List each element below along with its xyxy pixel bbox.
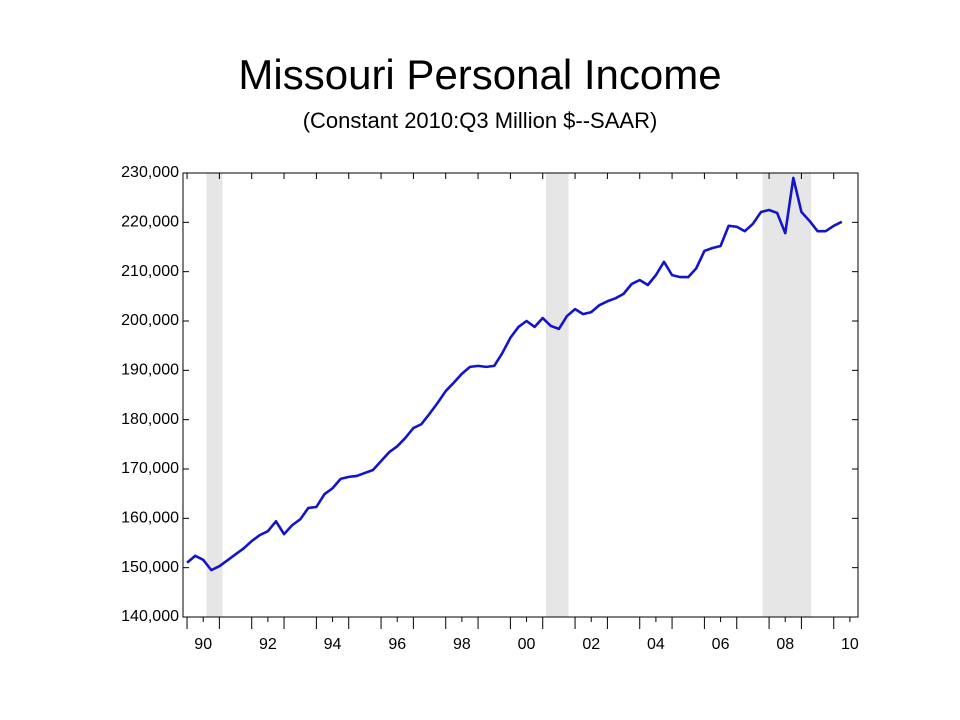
y-tick-label: 230,000	[121, 164, 179, 181]
recession-band	[545, 173, 569, 617]
x-tick-label: 96	[388, 636, 406, 653]
x-tick-label: 98	[453, 636, 471, 653]
y-tick-label: 200,000	[121, 312, 179, 329]
x-tick-label: 08	[776, 636, 794, 653]
y-tick-label: 170,000	[121, 460, 179, 477]
y-tick-label: 150,000	[121, 559, 179, 576]
x-tick-label: 06	[712, 636, 730, 653]
y-tick-label: 180,000	[121, 411, 179, 428]
data-line	[186, 176, 843, 572]
y-tick-label: 190,000	[121, 362, 179, 379]
y-tick-label: 160,000	[121, 510, 179, 527]
x-tick-label: 10	[841, 636, 859, 653]
x-tick-label: 02	[582, 636, 600, 653]
plot-frame	[182, 172, 859, 618]
x-tick-label: 90	[194, 636, 212, 653]
y-tick-label: 220,000	[121, 214, 179, 231]
x-tick-label: 92	[259, 636, 277, 653]
recession-band	[762, 173, 812, 617]
chart-title: Missouri Personal Income	[238, 51, 721, 98]
x-tick-label: 00	[518, 636, 536, 653]
x-tick-label: 94	[324, 636, 342, 653]
y-tick-label: 140,000	[121, 608, 179, 625]
x-tick-label: 04	[647, 636, 665, 653]
chart-subtitle: (Constant 2010:Q3 Million $--SAAR)	[303, 108, 658, 133]
y-tick-label: 210,000	[121, 263, 179, 280]
recession-band	[206, 173, 223, 617]
